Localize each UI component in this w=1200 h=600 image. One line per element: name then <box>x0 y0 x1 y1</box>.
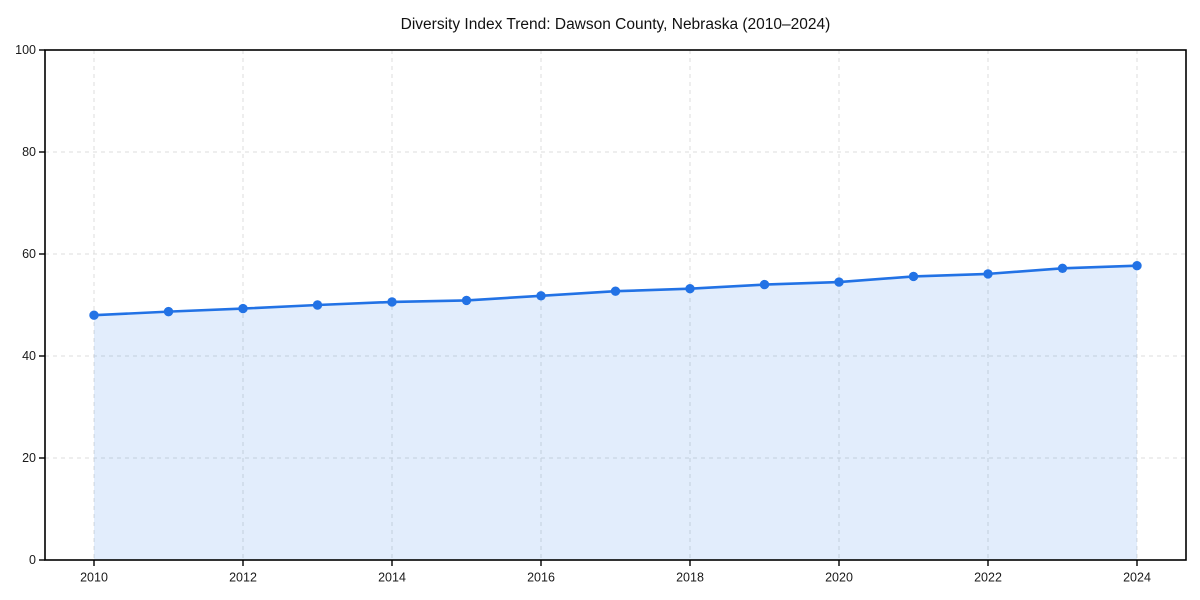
data-point-2023 <box>1057 263 1068 273</box>
data-point-2018 <box>685 283 695 294</box>
data-point-2021 <box>908 271 919 282</box>
y-tick-label-100: 100 <box>15 43 36 57</box>
data-point-2019 <box>759 279 770 290</box>
data-point-2016 <box>536 291 546 301</box>
x-tick-label-2024: 2024 <box>1123 571 1151 585</box>
data-point-2010 <box>89 310 99 320</box>
y-tick-label-60: 60 <box>22 247 36 261</box>
data-point-2013 <box>312 300 323 310</box>
data-point-2011 <box>163 306 174 317</box>
y-tick-label-20: 20 <box>22 451 36 465</box>
y-tick-label-40: 40 <box>22 349 36 363</box>
chart-title: Diversity Index Trend: Dawson County, Ne… <box>400 16 831 33</box>
data-point-2020 <box>834 277 844 287</box>
x-tick-label-2012: 2012 <box>229 571 257 585</box>
plot-border <box>44 49 1187 561</box>
data-point-2012 <box>238 303 248 314</box>
y-tick-label-80: 80 <box>22 145 36 159</box>
x-tick-label-2014: 2014 <box>378 571 406 585</box>
x-tick-label-2018: 2018 <box>676 571 704 585</box>
area-fill <box>94 265 1137 560</box>
data-point-2022 <box>983 269 993 279</box>
x-tick-label-2022: 2022 <box>974 571 1002 585</box>
data-point-2017 <box>610 286 621 296</box>
data-point-2024 <box>1132 261 1142 271</box>
y-tick-label-0: 0 <box>29 553 36 567</box>
x-tick-label-2020: 2020 <box>825 571 853 585</box>
x-tick-label-2010: 2010 <box>80 571 108 585</box>
data-point-2014 <box>387 297 397 307</box>
data-point-2015 <box>461 295 472 306</box>
x-tick-label-2016: 2016 <box>527 571 555 585</box>
